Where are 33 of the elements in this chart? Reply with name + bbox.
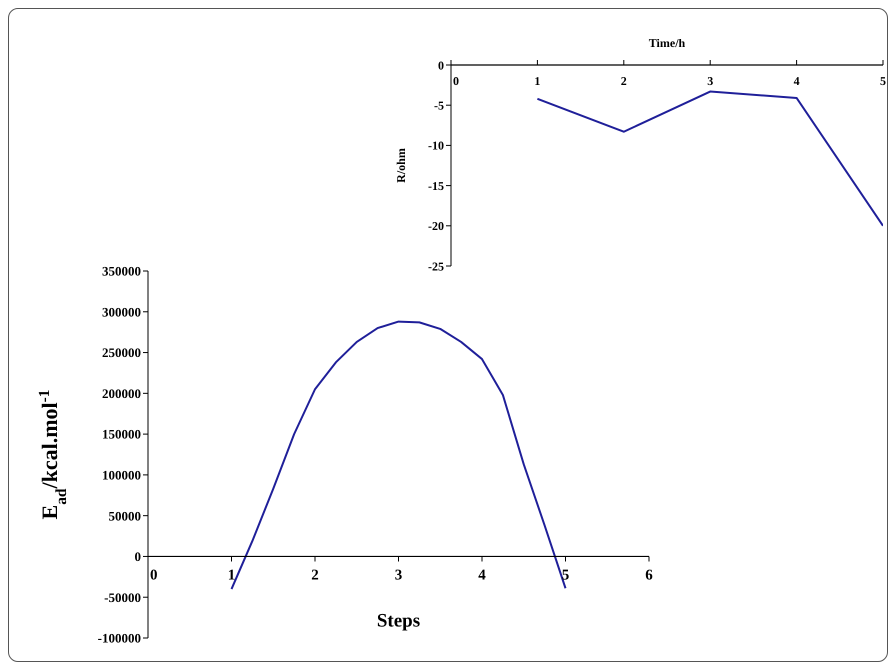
y-tick-label: -20	[428, 219, 444, 234]
y-tick-label: -15	[428, 178, 444, 193]
x-tick-label: 0	[453, 74, 459, 88]
x-tick-label: 1	[228, 567, 236, 584]
y-tick-label: 150000	[102, 426, 141, 442]
y-tick-label: 50000	[108, 508, 141, 524]
y-axis-title: R/ohm	[394, 148, 408, 183]
x-axis-title: Time/h	[648, 36, 686, 50]
x-tick-label: 6	[645, 567, 654, 584]
line-series	[536, 90, 883, 227]
y-tick-label: 0	[134, 549, 141, 564]
x-tick-label: 3	[707, 74, 714, 88]
y-tick-label: 200000	[102, 386, 141, 401]
y-tick-label: -50000	[104, 590, 141, 605]
x-axis-title: Steps	[376, 610, 420, 632]
y-tick-label: 300000	[102, 304, 141, 320]
x-tick-label: 5	[562, 567, 570, 584]
x-tick-label: 4	[478, 567, 486, 584]
y-tick-label: -10	[428, 138, 444, 153]
y-tick-label: 250000	[102, 345, 141, 360]
x-tick-label: 0	[150, 567, 158, 584]
x-tick-label: 4	[794, 74, 800, 88]
y-tick-label: -25	[428, 259, 444, 274]
x-tick-label: 3	[394, 567, 402, 584]
y-tick-label: 100000	[102, 468, 141, 483]
y-tick-label: 350000	[102, 264, 141, 279]
y-tick-label: 0	[438, 58, 444, 72]
x-tick-label: 5	[880, 74, 886, 88]
x-tick-label: 1	[534, 74, 540, 88]
y-tick-label: -100000	[98, 630, 141, 646]
y-tick-label: -5	[434, 98, 444, 112]
x-tick-label: 2	[620, 74, 627, 88]
x-tick-label: 2	[311, 567, 319, 584]
